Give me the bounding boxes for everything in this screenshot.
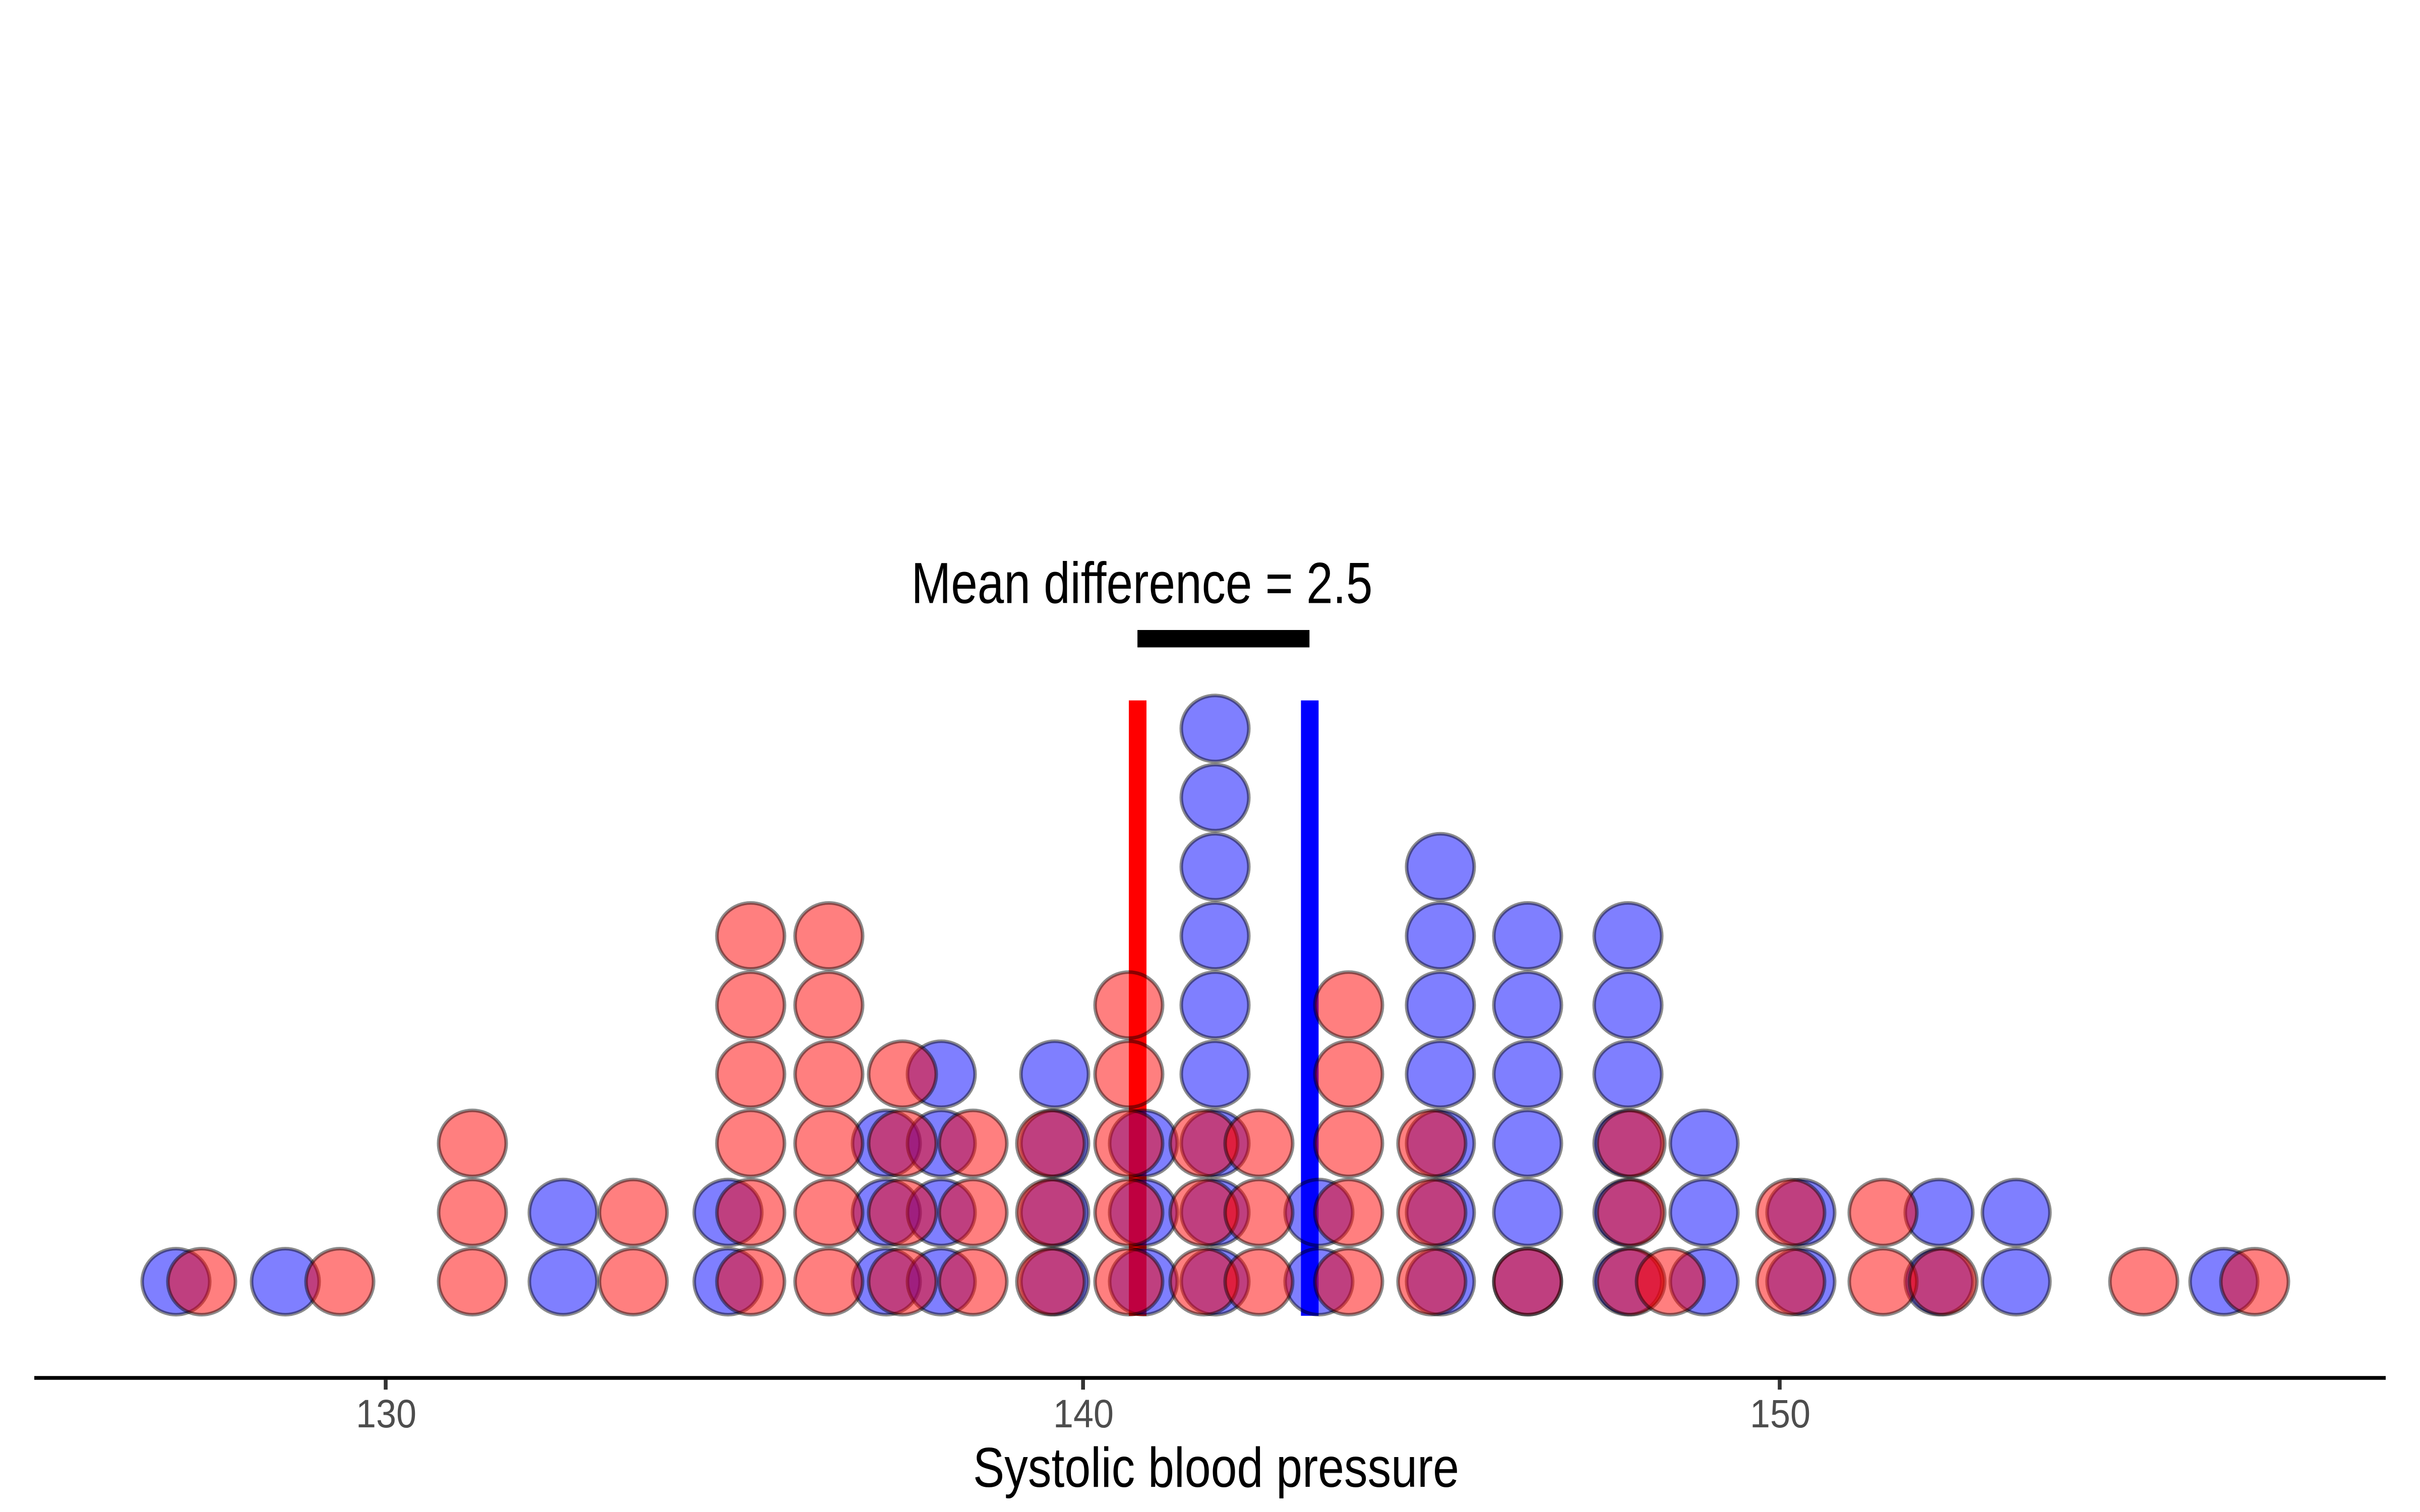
svg-text:Mean difference = 2.5: Mean difference = 2.5 bbox=[912, 551, 1373, 616]
svg-text:130: 130 bbox=[356, 1391, 416, 1436]
svg-text:150: 150 bbox=[1750, 1391, 1810, 1436]
svg-text:140: 140 bbox=[1053, 1391, 1114, 1436]
svg-text:Systolic blood pressure: Systolic blood pressure bbox=[973, 1436, 1459, 1499]
